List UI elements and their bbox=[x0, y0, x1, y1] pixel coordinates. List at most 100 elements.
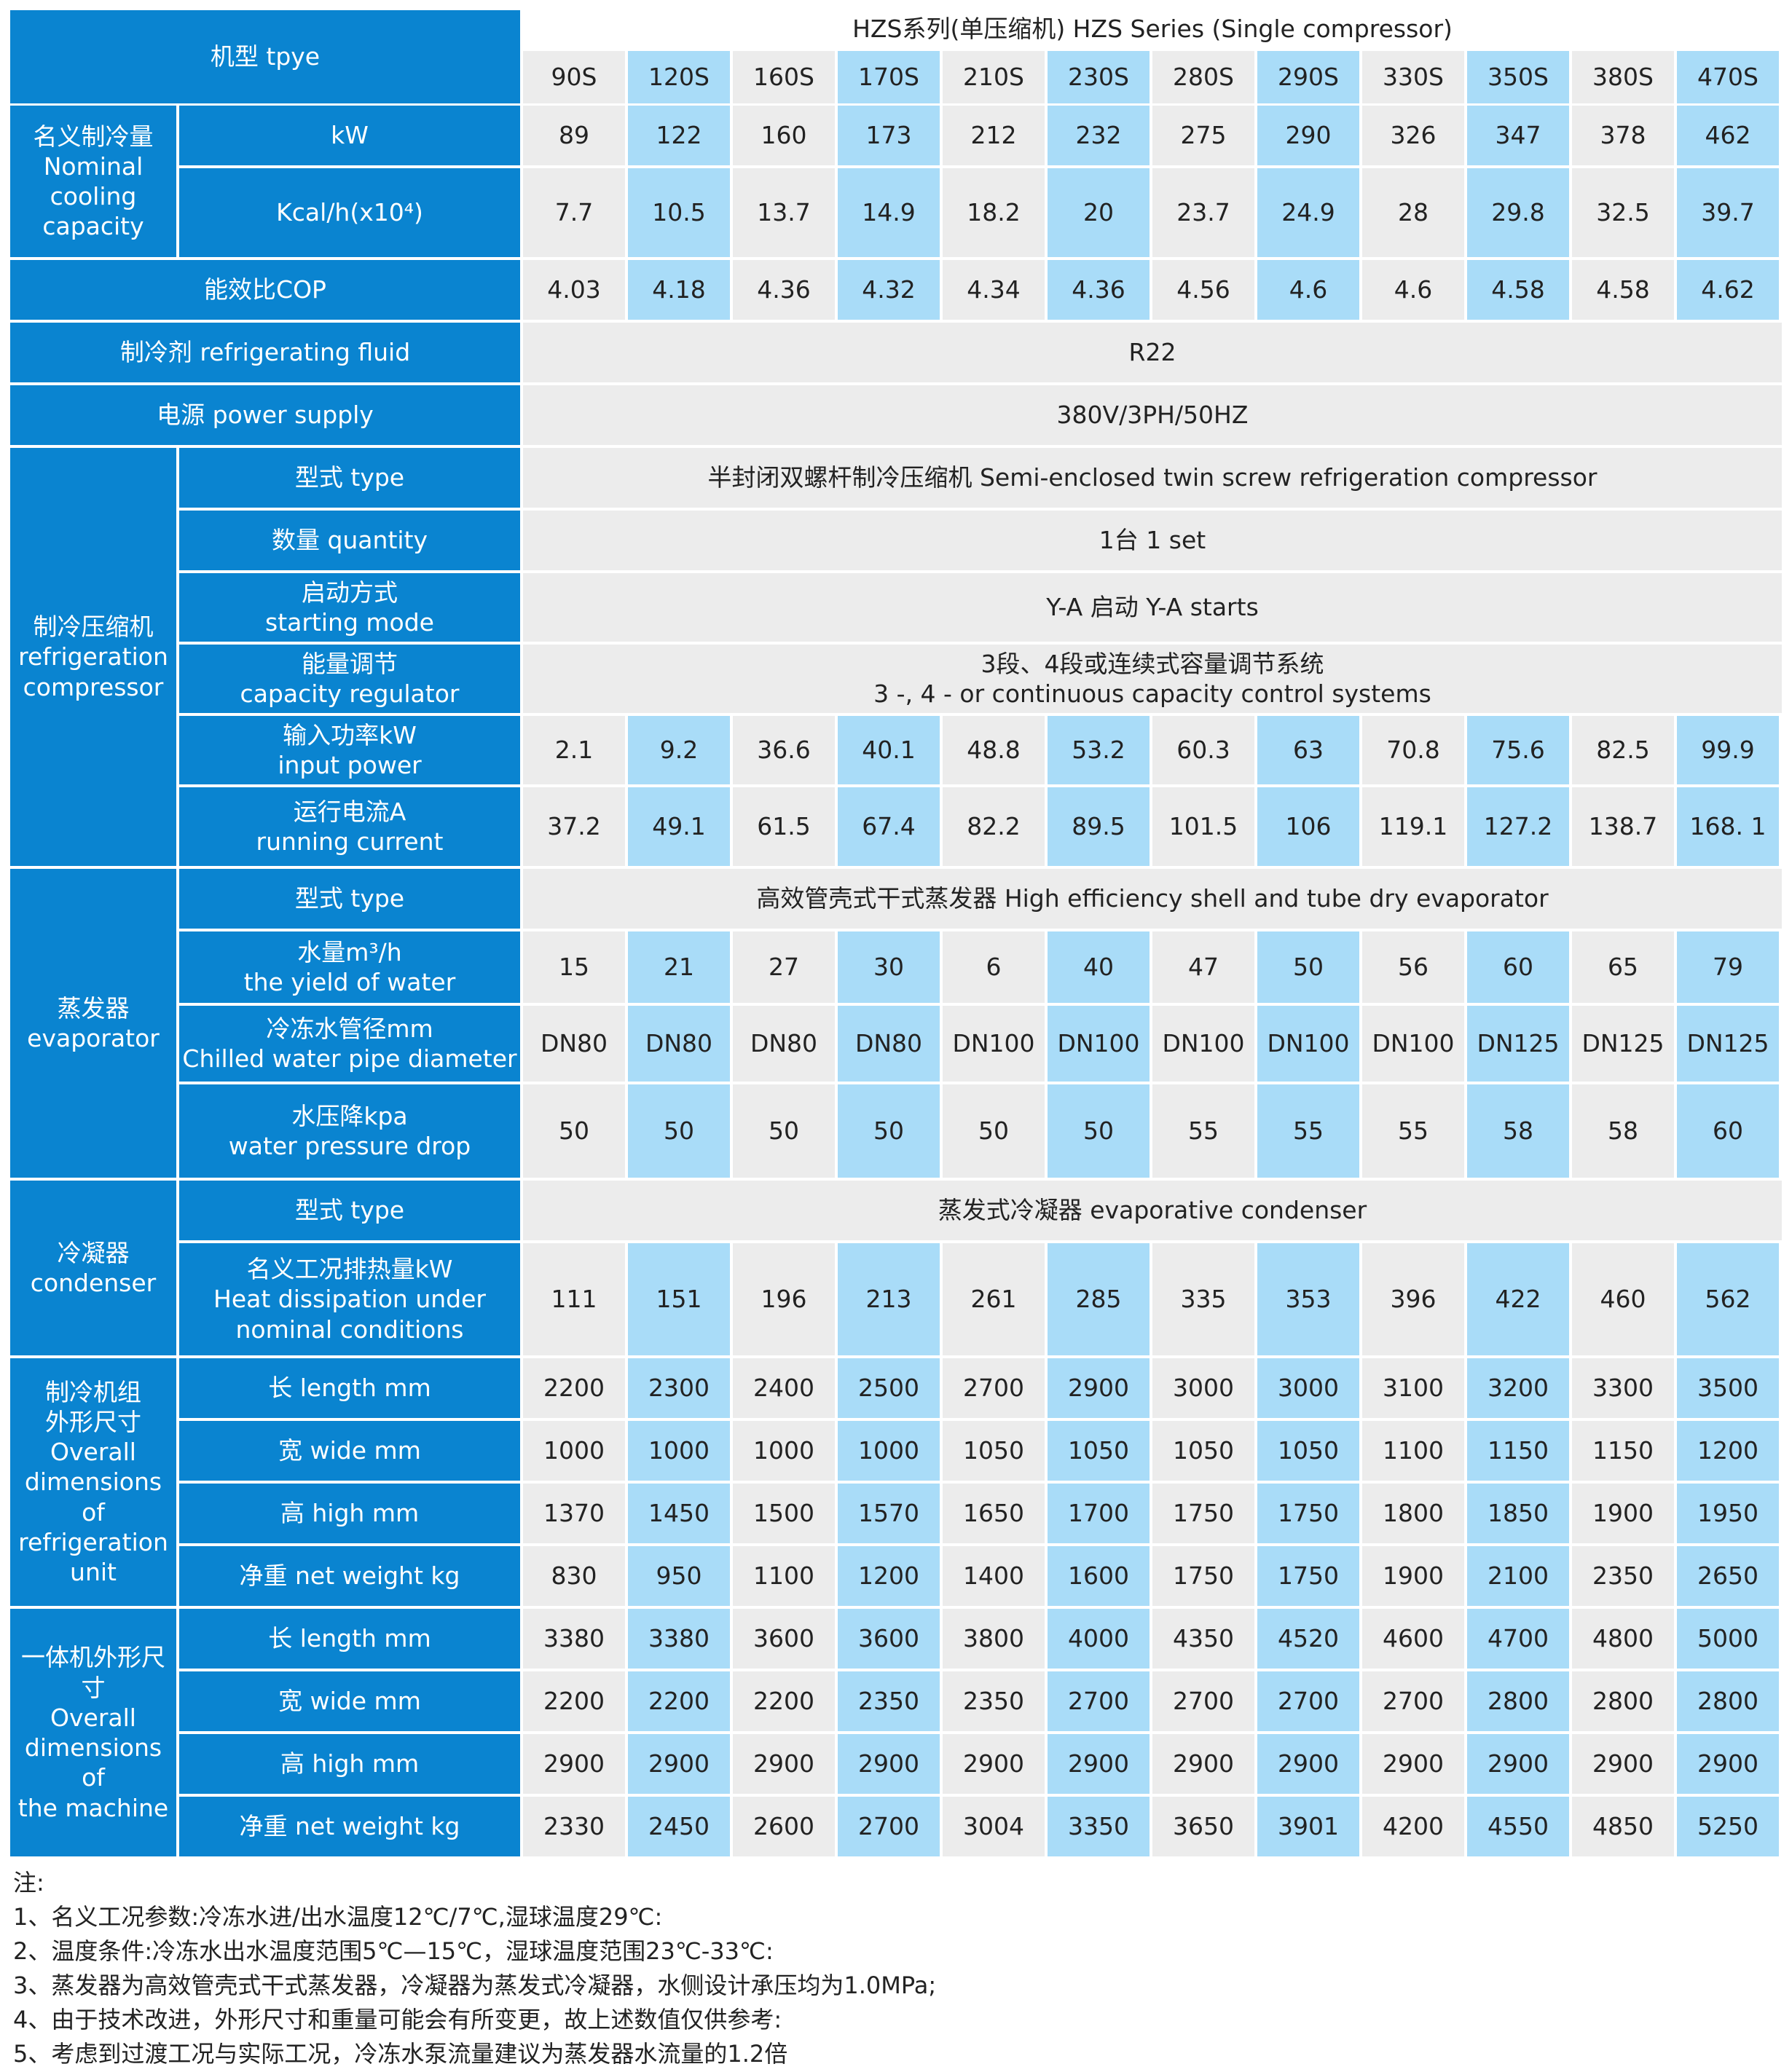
table-cell: 27 bbox=[733, 931, 835, 1003]
table-cell: 2900 bbox=[628, 1734, 730, 1794]
table-cell: 2800 bbox=[1572, 1671, 1674, 1731]
table-cell: DN125 bbox=[1677, 1006, 1779, 1082]
table-cell: 60 bbox=[1467, 931, 1569, 1003]
table-cell: 4000 bbox=[1048, 1609, 1150, 1669]
model-label: 机型 tpye bbox=[10, 10, 520, 103]
table-cell: 2700 bbox=[1362, 1671, 1464, 1731]
table-cell: 2900 bbox=[1572, 1734, 1674, 1794]
table-cell: 56 bbox=[1362, 931, 1464, 1003]
note-line: 5、考虑到过渡工况与实际工况，冷冻水泵流量建议为蒸发器水流量的1.2倍 bbox=[13, 2040, 788, 2068]
table-cell: 1200 bbox=[838, 1546, 940, 1606]
table-cell: DN80 bbox=[838, 1006, 940, 1082]
table-cell: 3350 bbox=[1048, 1797, 1150, 1856]
row-label: 高 high mm bbox=[179, 1734, 520, 1794]
table-cell: 4550 bbox=[1467, 1797, 1569, 1856]
table-cell: 60 bbox=[1677, 1084, 1779, 1178]
table-cell: 213 bbox=[838, 1243, 940, 1355]
table-cell: 122 bbox=[628, 106, 730, 165]
table-cell: 1200 bbox=[1677, 1421, 1779, 1481]
table-cell: 2300 bbox=[628, 1358, 730, 1418]
table-cell: 290 bbox=[1257, 106, 1359, 165]
row-label: 宽 wide mm bbox=[179, 1421, 520, 1481]
table-cell: 67.4 bbox=[838, 787, 940, 866]
table-cell: 4.58 bbox=[1572, 260, 1674, 320]
table-cell: 2700 bbox=[838, 1797, 940, 1856]
model-name: 330S bbox=[1362, 51, 1464, 103]
row-label: 名义工况排热量kW Heat dissipation under nominal… bbox=[179, 1243, 520, 1355]
table-cell: 127.2 bbox=[1467, 787, 1569, 866]
note-line: 4、由于技术改进，外形尺寸和重量可能会有所变更，故上述数值仅供参考: bbox=[13, 2006, 782, 2033]
table-cell: 28 bbox=[1362, 168, 1464, 257]
row-label: 能效比COP bbox=[10, 260, 520, 320]
row-label: 运行电流A running current bbox=[179, 787, 520, 866]
table-cell: 37.2 bbox=[523, 787, 625, 866]
table-cell: 1900 bbox=[1572, 1484, 1674, 1543]
table-cell: 1050 bbox=[1152, 1421, 1254, 1481]
table-cell: 168. 1 bbox=[1677, 787, 1779, 866]
table-cell: DN100 bbox=[943, 1006, 1045, 1082]
table-cell: 1850 bbox=[1467, 1484, 1569, 1543]
table-cell: 562 bbox=[1677, 1243, 1779, 1355]
table-cell: 160 bbox=[733, 106, 835, 165]
row-span-value: 蒸发式冷凝器 evaporative condenser bbox=[523, 1181, 1782, 1240]
table-cell: 1050 bbox=[1048, 1421, 1150, 1481]
group-label: 制冷机组 外形尺寸 Overall dimensions of refriger… bbox=[10, 1358, 176, 1606]
table-cell: 49.1 bbox=[628, 787, 730, 866]
row-label: 长 length mm bbox=[179, 1358, 520, 1418]
table-cell: 2100 bbox=[1467, 1546, 1569, 1606]
table-cell: 119.1 bbox=[1362, 787, 1464, 866]
model-name: 350S bbox=[1467, 51, 1569, 103]
table-cell: 75.6 bbox=[1467, 716, 1569, 784]
model-name: 160S bbox=[733, 51, 835, 103]
table-cell: 111 bbox=[523, 1243, 625, 1355]
row-label: 型式 type bbox=[179, 869, 520, 929]
table-cell: 2700 bbox=[1257, 1671, 1359, 1731]
table-cell: 4.32 bbox=[838, 260, 940, 320]
table-cell: 89.5 bbox=[1048, 787, 1150, 866]
table-cell: 7.7 bbox=[523, 168, 625, 257]
table-cell: 1100 bbox=[1362, 1421, 1464, 1481]
row-span-value: 3段、4段或连续式容量调节系统 3 -, 4 - or continuous c… bbox=[523, 645, 1782, 713]
row-label: 数量 quantity bbox=[179, 511, 520, 570]
table-cell: 1750 bbox=[1152, 1484, 1254, 1543]
model-name: 380S bbox=[1572, 51, 1674, 103]
table-cell: DN80 bbox=[523, 1006, 625, 1082]
table-cell: DN100 bbox=[1362, 1006, 1464, 1082]
table-cell: 15 bbox=[523, 931, 625, 1003]
table-cell: 29.8 bbox=[1467, 168, 1569, 257]
table-cell: 4.56 bbox=[1152, 260, 1254, 320]
model-name: 90S bbox=[523, 51, 625, 103]
table-cell: 3300 bbox=[1572, 1358, 1674, 1418]
table-cell: 50 bbox=[1257, 931, 1359, 1003]
model-name: 210S bbox=[943, 51, 1045, 103]
table-cell: 47 bbox=[1152, 931, 1254, 1003]
row-span-value: 1台 1 set bbox=[523, 511, 1782, 570]
group-label: 名义制冷量 Nominal cooling capacity bbox=[10, 106, 176, 257]
row-label: 宽 wide mm bbox=[179, 1671, 520, 1731]
table-cell: 2500 bbox=[838, 1358, 940, 1418]
table-cell: 138.7 bbox=[1572, 787, 1674, 866]
table-cell: 1100 bbox=[733, 1546, 835, 1606]
table-cell: 1650 bbox=[943, 1484, 1045, 1543]
table-cell: 2330 bbox=[523, 1797, 625, 1856]
table-cell: 3650 bbox=[1152, 1797, 1254, 1856]
table-cell: 1000 bbox=[628, 1421, 730, 1481]
table-cell: 2700 bbox=[1048, 1671, 1150, 1731]
table-cell: 2900 bbox=[1152, 1734, 1254, 1794]
table-cell: 3380 bbox=[523, 1609, 625, 1669]
table-cell: 1700 bbox=[1048, 1484, 1150, 1543]
table-cell: 3380 bbox=[628, 1609, 730, 1669]
table-cell: 1450 bbox=[628, 1484, 730, 1543]
table-cell: 50 bbox=[838, 1084, 940, 1178]
table-cell: 9.2 bbox=[628, 716, 730, 784]
table-cell: DN80 bbox=[628, 1006, 730, 1082]
row-label: 型式 type bbox=[179, 1181, 520, 1240]
table-cell: 60.3 bbox=[1152, 716, 1254, 784]
table-cell: 1750 bbox=[1257, 1546, 1359, 1606]
table-cell: 106 bbox=[1257, 787, 1359, 866]
table-cell: 2200 bbox=[628, 1671, 730, 1731]
table-cell: 3600 bbox=[733, 1609, 835, 1669]
table-cell: 2800 bbox=[1467, 1671, 1569, 1731]
row-label: kW bbox=[179, 106, 520, 165]
table-cell: 2200 bbox=[733, 1671, 835, 1731]
